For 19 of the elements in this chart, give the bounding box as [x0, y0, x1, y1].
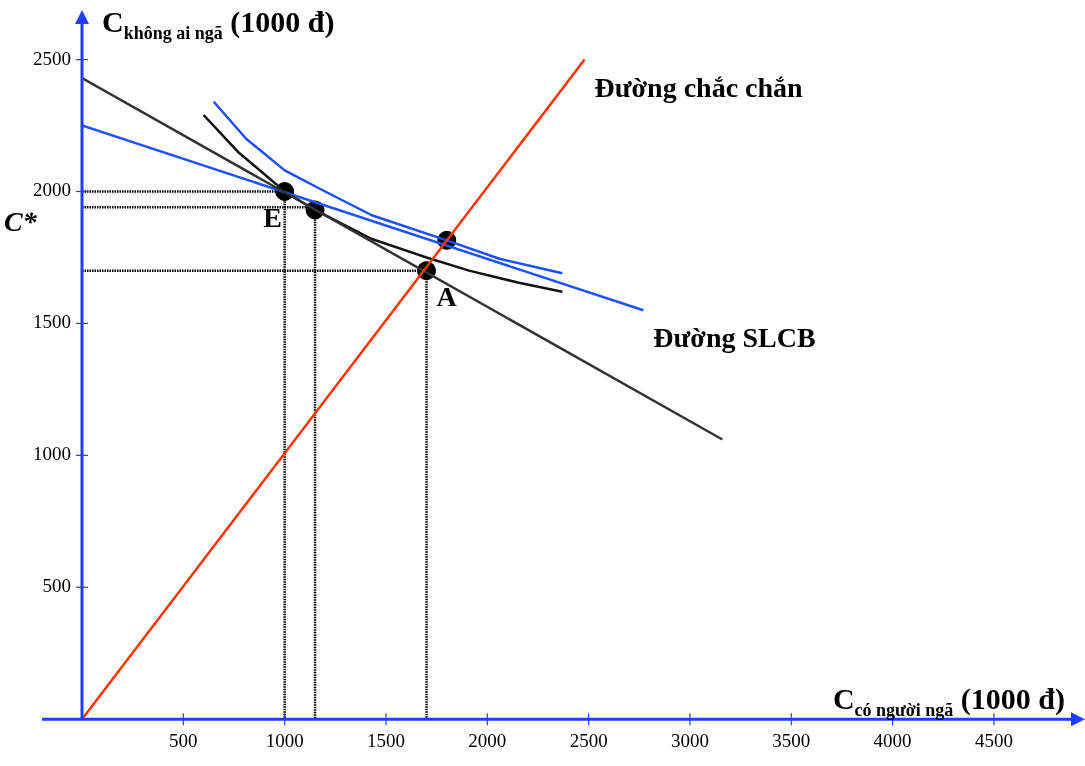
x-tick-label: 2500: [569, 729, 608, 751]
series-label: Đường chắc chắn: [594, 71, 804, 103]
annotation: A: [436, 280, 458, 312]
y-tick-label: 1000: [33, 443, 71, 465]
x-tick-label: 500: [169, 729, 198, 751]
annotation: E: [263, 201, 282, 233]
x-tick-label: 1500: [366, 729, 405, 751]
series-label: Đường SLCB: [653, 322, 816, 354]
x-tick-label: 3500: [772, 729, 811, 751]
x-tick-label: 4500: [974, 729, 1013, 751]
y-tick-label: 500: [42, 575, 71, 597]
y-tick-label: 2500: [33, 47, 71, 69]
x-tick-label: 4000: [873, 729, 912, 751]
x-tick-label: 1000: [265, 729, 304, 751]
annotation: C*: [4, 205, 38, 237]
x-tick-label: 3000: [670, 729, 709, 751]
y-tick-label: 2000: [33, 179, 71, 201]
y-tick-label: 1500: [33, 311, 71, 333]
x-tick-label: 2000: [468, 729, 507, 751]
